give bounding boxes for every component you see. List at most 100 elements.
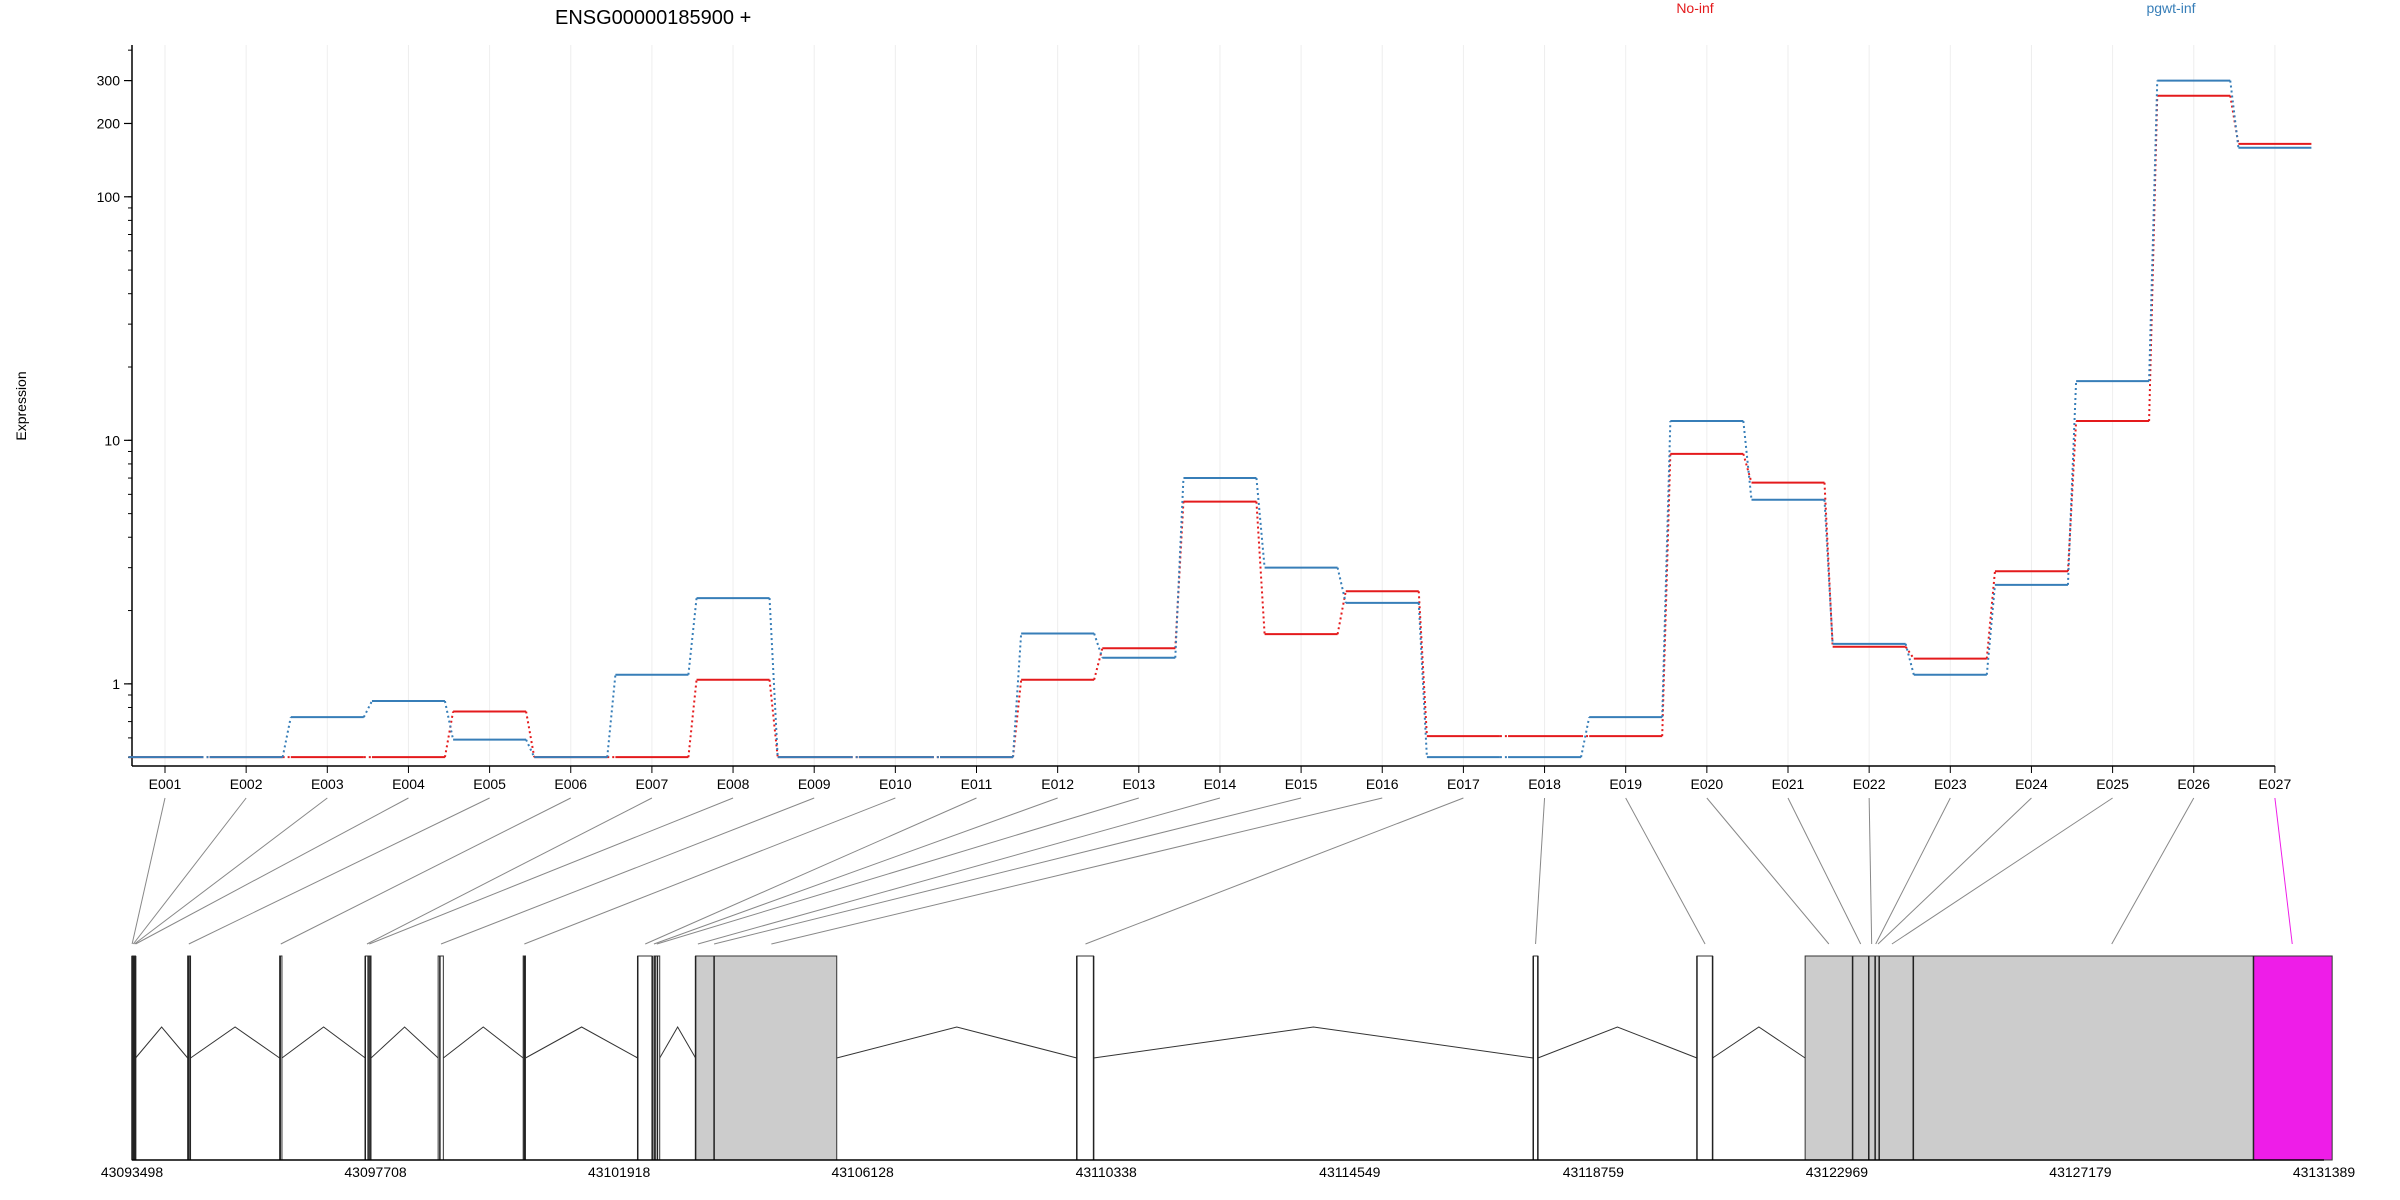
- y-axis: 1 10 100 200 300: [97, 45, 133, 766]
- exon-box: [1076, 955, 1095, 1161]
- gene-model: [131, 955, 2333, 1161]
- genomic-coordinate-label: 43110338: [1076, 1164, 1137, 1180]
- exon-box: [437, 955, 444, 1161]
- x-tick-label: E006: [554, 776, 587, 792]
- series-connector: [443, 711, 455, 758]
- y-axis-title: Expression: [13, 371, 29, 440]
- x-tick-label: E013: [1122, 776, 1155, 792]
- genomic-coordinate-label: 43118759: [1563, 1164, 1624, 1180]
- x-tick-label: E016: [1366, 776, 1399, 792]
- x-axis: E001 E002 E003 E004 E005 E006 E007 E008 E009 E010…: [132, 765, 2291, 792]
- intron-line: [525, 1026, 638, 1059]
- x-tick-label: E018: [1528, 776, 1561, 792]
- exon-link-line: [524, 797, 896, 945]
- exon-box: [1852, 955, 1870, 1161]
- series-connector: [1904, 646, 1915, 660]
- exon-link-line: [771, 797, 1383, 945]
- genomic-coordinate-label: 43101918: [588, 1164, 651, 1180]
- y-tick-label: 300: [97, 73, 121, 89]
- series-connector: [1093, 633, 1104, 659]
- series-connector: [443, 700, 455, 740]
- exon-link-line: [656, 797, 1139, 945]
- exon-link-line: [132, 797, 247, 945]
- y-tick-label: 100: [97, 189, 121, 205]
- exon-box: [637, 955, 653, 1161]
- series-connector: [687, 679, 698, 758]
- y-tick-label: 10: [104, 432, 120, 448]
- intron-line: [1537, 1026, 1698, 1059]
- series-connector: [1417, 591, 1428, 737]
- intron-line: [443, 1026, 524, 1059]
- genomic-coordinate-label: 43097708: [344, 1164, 407, 1180]
- intron-line: [281, 1026, 366, 1059]
- exon-link-line: [280, 797, 571, 945]
- exon-link-line: [1891, 797, 2113, 945]
- x-tick-label: E020: [1690, 776, 1723, 792]
- x-tick-label: E009: [798, 776, 831, 792]
- x-tick-label: E001: [149, 776, 182, 792]
- intron-line: [659, 1026, 697, 1059]
- series-connector: [1255, 501, 1266, 635]
- exon-link-line: [1877, 797, 2032, 945]
- exon-link-line: [134, 797, 328, 945]
- series-connector: [1580, 716, 1591, 758]
- x-tick-label: E021: [1772, 776, 1805, 792]
- exon-box: [2252, 955, 2333, 1161]
- x-tick-label: E007: [636, 776, 669, 792]
- exon-box: [1912, 955, 2254, 1161]
- series-connector: [1742, 453, 1753, 483]
- intron-line: [836, 1026, 1077, 1059]
- series-connector: [1742, 420, 1753, 500]
- series-group: [128, 79, 2312, 759]
- exon-link-lines: [131, 797, 2293, 945]
- series-connector: [1012, 633, 1023, 758]
- exon-link-line: [440, 797, 815, 945]
- series-connector: [768, 598, 779, 758]
- genomic-coordinate-axis: 43093498 43097708 43101918 43106128 43110338…: [101, 1159, 2355, 1180]
- x-tick-label: E002: [230, 776, 263, 792]
- intron-line: [135, 1026, 189, 1059]
- intron-line: [370, 1026, 439, 1059]
- exon-box: [713, 955, 838, 1161]
- series-connector: [687, 597, 698, 675]
- series-connector: [606, 674, 617, 758]
- exon-link-line: [1625, 797, 1706, 945]
- genomic-coordinate-label: 43114549: [1319, 1164, 1380, 1180]
- exon-link-line: [713, 797, 1302, 945]
- exon-box: [695, 955, 715, 1161]
- exon-box: [1696, 955, 1714, 1161]
- legend-label-no-inf: No-inf: [1676, 0, 1713, 16]
- intron-line: [1712, 1026, 1806, 1059]
- series-pgwt-inf: [128, 79, 2312, 759]
- exon-link-line: [1875, 797, 1951, 945]
- x-tick-label: E003: [311, 776, 344, 792]
- x-tick-label: E024: [2015, 776, 2048, 792]
- genomic-coordinate-label: 43127179: [2049, 1164, 2112, 1180]
- chart-title: ENSG00000185900 +: [555, 7, 751, 29]
- exon-link-line: [1868, 797, 1873, 945]
- legend-label-pgwt-inf: pgwt-inf: [2146, 0, 2195, 16]
- series-connector: [2066, 381, 2078, 585]
- series-connector: [281, 716, 292, 758]
- series-connector: [1823, 482, 1834, 647]
- genomic-coordinate-label: 43093498: [101, 1164, 164, 1180]
- exon-link-line: [131, 797, 166, 945]
- x-tick-label: E008: [717, 776, 750, 792]
- genomic-coordinate-label: 43106128: [831, 1164, 894, 1180]
- x-tick-label: E005: [473, 776, 506, 792]
- x-tick-label: E025: [2096, 776, 2129, 792]
- y-tick-label: 1: [112, 676, 120, 692]
- series-connector: [1661, 421, 1672, 718]
- genomic-coordinate-label: 43122969: [1806, 1164, 1869, 1180]
- series-connector: [2148, 80, 2159, 382]
- intron-line: [1093, 1026, 1534, 1059]
- x-tick-label: E004: [392, 776, 425, 792]
- intron-line: [190, 1026, 280, 1059]
- series-connector: [1093, 648, 1104, 680]
- exon-box: [1804, 955, 1854, 1161]
- exon-link-line: [369, 797, 734, 945]
- exon-link-line: [2274, 797, 2293, 945]
- x-tick-label: E022: [1853, 776, 1886, 792]
- series-connector: [2229, 80, 2240, 148]
